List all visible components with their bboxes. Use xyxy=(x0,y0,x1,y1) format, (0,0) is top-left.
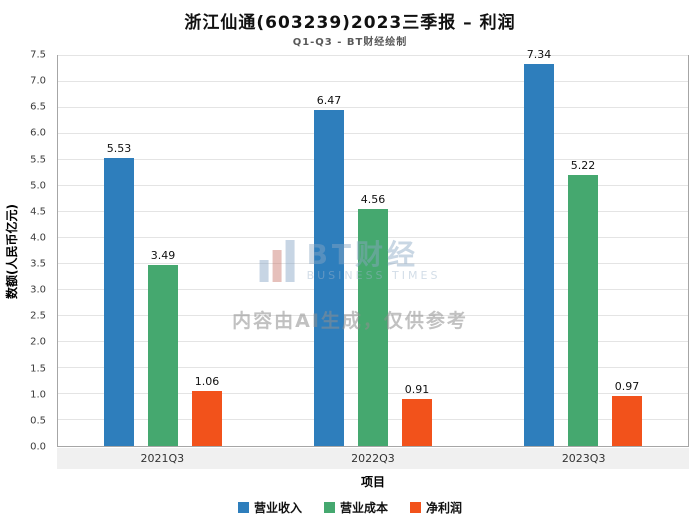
bar-slot: 6.47 xyxy=(314,56,344,446)
x-tick-label: 2021Q3 xyxy=(140,452,185,465)
bar-营业收入-2023Q3: 7.34 xyxy=(524,48,554,446)
legend-label: 营业收入 xyxy=(253,501,302,515)
bar-value-label: 0.97 xyxy=(614,379,640,393)
y-tick-label: 1.5 xyxy=(30,363,46,375)
gridline xyxy=(58,107,688,108)
y-tick-label: 5.0 xyxy=(30,180,46,192)
y-tick-label: 4.0 xyxy=(30,232,46,244)
bar-value-label: 5.53 xyxy=(106,142,132,156)
y-tick-label: 7.0 xyxy=(30,75,46,87)
bar-slot: 1.06 xyxy=(192,56,222,446)
y-tick-label: 5.5 xyxy=(30,154,46,166)
bar-slot: 0.97 xyxy=(612,56,642,446)
bar-slot: 3.49 xyxy=(148,56,178,446)
bar-净利润-2023Q3: 0.97 xyxy=(612,380,642,446)
bar-净利润-2021Q3: 1.06 xyxy=(192,375,222,446)
bar-group-2022Q3: 6.47 4.56 0.91 xyxy=(314,56,432,446)
legend-item-净利润: 净利润 xyxy=(410,499,462,516)
bar-value-label: 5.22 xyxy=(570,158,596,172)
y-tick-label: 6.5 xyxy=(30,101,46,113)
gridline xyxy=(58,185,688,187)
bar-营业成本-2022Q3: 4.56 xyxy=(358,193,388,446)
bar-营业成本-2023Q3: 5.22 xyxy=(568,159,598,446)
gridline xyxy=(58,55,688,56)
bar-slot: 0.91 xyxy=(402,56,432,446)
y-axis-ticks: 0.0 0.5 1.0 1.5 2.0 2.5 3.0 3.5 4.0 4.5 5.0 5.5 6.0 6… xyxy=(0,50,52,453)
plot-area: 5.53 3.49 1.06 6.47 4.56 0.91 7.34 5.22 0.97 xyxy=(57,48,689,447)
y-tick-label: 2.0 xyxy=(30,336,46,348)
bar-营业成本-2021Q3: 3.49 xyxy=(148,249,178,446)
gridline xyxy=(58,81,688,82)
legend-swatch xyxy=(323,502,335,513)
legend-swatch xyxy=(237,502,249,513)
bar-value-label: 0.91 xyxy=(404,382,430,396)
y-tick-label: 0.0 xyxy=(30,441,46,453)
legend-label: 营业成本 xyxy=(339,501,388,515)
bar-slot: 5.53 xyxy=(104,56,134,446)
bar-group-2023Q3: 7.34 5.22 0.97 xyxy=(524,48,642,446)
y-tick-label: 2.5 xyxy=(30,310,46,322)
legend-label: 净利润 xyxy=(426,501,463,515)
bar-value-label: 3.49 xyxy=(150,248,176,262)
bar-slot: 5.22 xyxy=(568,56,598,446)
bar-group-2021Q3: 5.53 3.49 1.06 xyxy=(104,56,222,446)
y-tick-label: 7.5 xyxy=(30,49,46,61)
bar-slot: 7.34 xyxy=(524,48,554,446)
bar-value-label: 4.56 xyxy=(360,192,386,206)
y-tick-label: 6.0 xyxy=(30,127,46,139)
chart-title: 浙江仙通(603239)2023三季报 – 利润 xyxy=(184,13,516,33)
bar-净利润-2022Q3: 0.91 xyxy=(402,383,432,446)
y-tick-label: 4.5 xyxy=(30,206,46,218)
bar-groups: 5.53 3.49 1.06 6.47 4.56 0.91 7.34 5.22 0.97 xyxy=(58,48,688,446)
y-tick-label: 0.5 xyxy=(30,415,46,427)
legend-item-营业收入: 营业收入 xyxy=(237,499,302,516)
x-axis-ticks: 2021Q3 2022Q3 2023Q3 xyxy=(57,448,689,469)
y-tick-label: 1.0 xyxy=(30,389,46,401)
bar-value-label: 7.34 xyxy=(526,48,552,62)
gridline xyxy=(58,133,688,134)
bar-value-label: 1.06 xyxy=(194,374,220,388)
legend-swatch xyxy=(410,502,421,513)
gridline xyxy=(58,159,688,160)
y-tick-label: 3.0 xyxy=(30,284,46,296)
legend: 营业收入 营业成本 净利润 xyxy=(0,499,700,516)
bar-营业收入-2022Q3: 6.47 xyxy=(314,94,344,446)
x-axis-label: 项目 xyxy=(360,475,385,489)
y-tick-label: 3.5 xyxy=(30,258,46,270)
x-tick-label: 2022Q3 xyxy=(351,452,395,465)
chart-subtitle: Q1-Q3 - BT财经绘制 xyxy=(292,37,408,48)
bar-value-label: 6.47 xyxy=(316,93,342,107)
bar-营业收入-2021Q3: 5.53 xyxy=(104,142,134,446)
x-tick-label: 2023Q3 xyxy=(561,452,606,465)
legend-item-营业成本: 营业成本 xyxy=(323,499,388,516)
bar-slot: 4.56 xyxy=(358,56,388,446)
